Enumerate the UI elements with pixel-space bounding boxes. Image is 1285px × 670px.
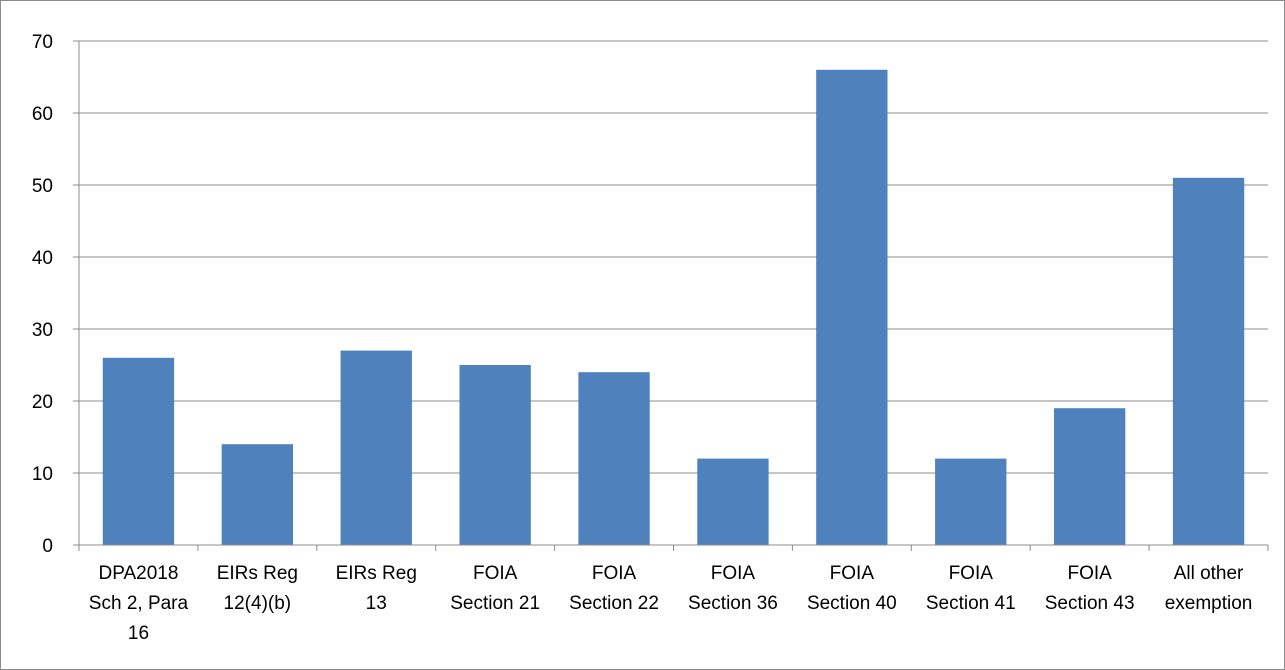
x-tick-label: FOIA — [473, 563, 518, 584]
gridlines — [79, 40, 1268, 474]
x-tick-label: FOIA — [1067, 563, 1112, 584]
x-tick-label: FOIA — [592, 563, 637, 584]
x-tick-label: FOIA — [711, 563, 756, 584]
y-tick-label: 60 — [32, 104, 53, 125]
y-tick-label: 20 — [32, 392, 53, 413]
x-tick-label: Section 36 — [688, 593, 778, 614]
x-tick-label: EIRs Reg — [336, 563, 417, 584]
bar — [1053, 408, 1126, 545]
bars — [102, 69, 1245, 546]
x-tick-label: All other — [1174, 563, 1244, 584]
y-tick-label: 70 — [32, 32, 53, 53]
x-tick-label: FOIA — [949, 563, 994, 584]
x-tick-labels: DPA2018 Sch 2, Para 16 EIRs Reg 12(4)(b) EIRs… — [89, 563, 1253, 644]
bar — [935, 458, 1007, 545]
x-tick-label: Section 41 — [926, 593, 1016, 614]
x-tick-label: exemption — [1165, 593, 1253, 614]
y-tick-label: 0 — [42, 536, 53, 557]
bar — [816, 69, 888, 546]
x-tick-label: Sch 2, Para — [89, 593, 189, 614]
y-tick-label: 10 — [32, 464, 53, 485]
y-tick-label: 40 — [32, 248, 53, 269]
y-tick-labels: 0 10 20 30 40 50 60 70 — [32, 32, 53, 557]
y-tick-label: 30 — [32, 320, 53, 341]
x-tick-label: Section 21 — [450, 593, 540, 614]
bar — [1172, 177, 1245, 546]
bar — [102, 357, 175, 545]
bar — [221, 444, 294, 545]
x-tick-label: 12(4)(b) — [224, 593, 292, 614]
bar — [697, 458, 769, 545]
x-tick-label: Section 40 — [807, 593, 897, 614]
x-tick-label: 16 — [128, 623, 149, 644]
bar — [340, 350, 412, 545]
y-tick-label: 50 — [32, 176, 53, 197]
axes — [73, 40, 1269, 551]
x-tick-label: EIRs Reg — [217, 563, 298, 584]
x-tick-label: DPA2018 — [98, 563, 178, 584]
x-tick-label: Section 22 — [569, 593, 659, 614]
x-tick-label: FOIA — [830, 563, 875, 584]
x-tick-label: 13 — [366, 593, 387, 614]
bar — [459, 365, 531, 545]
x-tick-label: Section 43 — [1045, 593, 1135, 614]
bar — [578, 372, 650, 545]
